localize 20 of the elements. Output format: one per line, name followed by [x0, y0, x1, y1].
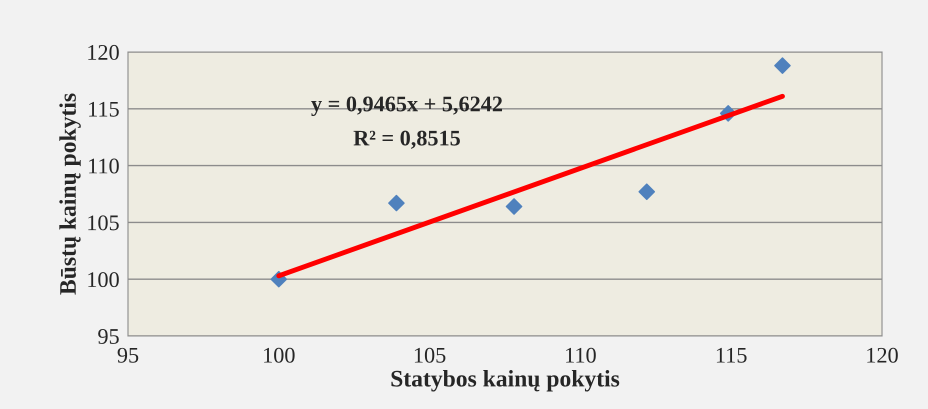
x-tick-label: 105: [414, 348, 446, 363]
x-axis-title: Statybos kainų pokytis: [391, 370, 620, 392]
x-tick-label: 120: [867, 348, 898, 363]
x-tick-label: 100: [264, 348, 295, 363]
annotation: R² = 0,8515: [354, 130, 460, 149]
y-tick-label: 95: [98, 328, 119, 344]
x-tick-label: 110: [566, 348, 596, 363]
y-tick-label: 120: [88, 44, 119, 60]
annotation: y = 0,9465x + 5,6242: [311, 96, 502, 116]
y-tick-label: 110: [89, 158, 119, 174]
x-tick-label: 95: [118, 348, 138, 363]
y-axis-title: Būstų kainų pokytis: [59, 94, 81, 295]
y-tick-label: 115: [89, 102, 119, 117]
point: [638, 183, 656, 200]
point: [388, 194, 405, 212]
point: [506, 198, 522, 215]
point: [774, 57, 791, 74]
y-tick-label: 100: [88, 272, 119, 288]
x-tick-label: 115: [716, 348, 747, 363]
y-tick-label: 105: [88, 215, 119, 230]
